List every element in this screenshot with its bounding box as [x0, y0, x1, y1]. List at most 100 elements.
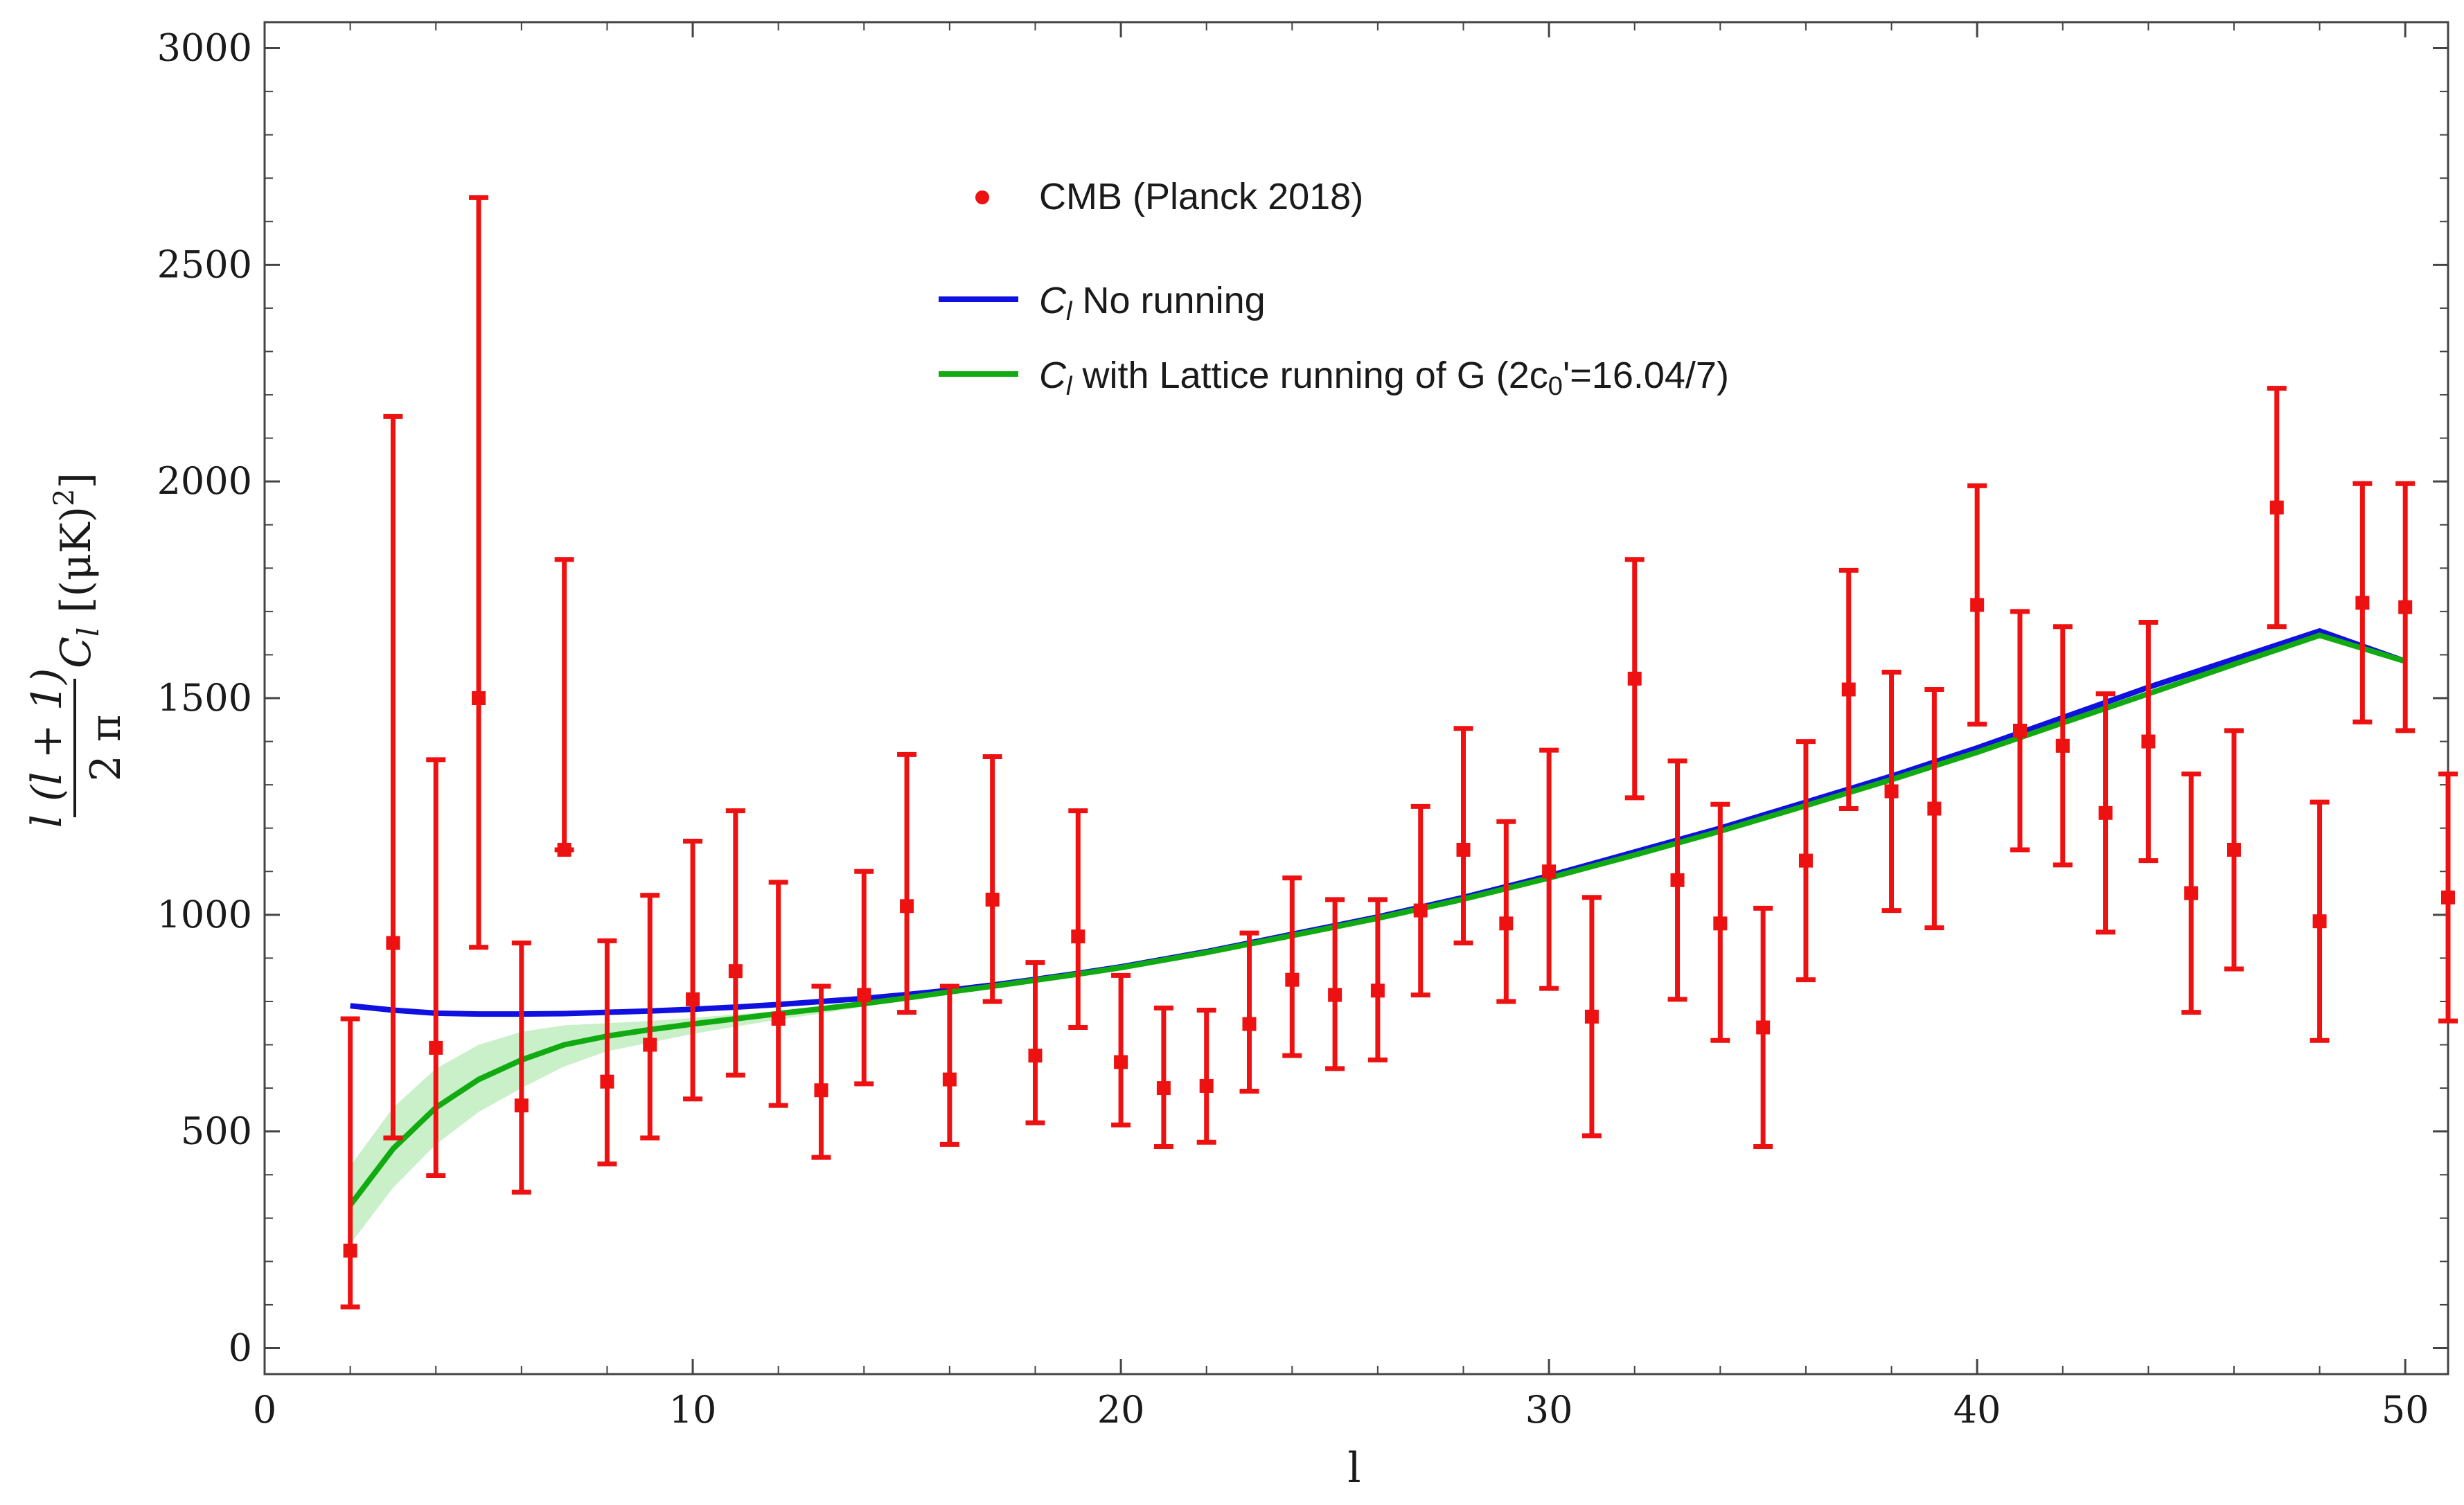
data-point-marker [1242, 1017, 1257, 1031]
data-point-marker [2355, 596, 2370, 610]
legend-label-lattice: Cl with Lattice running of G (2c0'=16.04… [1039, 355, 1729, 401]
error-bars-layer [340, 195, 2458, 1310]
error-bar-point [1025, 960, 1045, 1125]
error-bar-point [1196, 1007, 1216, 1145]
data-point-marker [2269, 500, 2284, 515]
error-bar-point [811, 983, 831, 1160]
data-point-marker [2441, 890, 2455, 905]
error-bar-point [1924, 686, 1944, 931]
error-bar-point [2095, 691, 2116, 935]
data-point-marker [2098, 805, 2113, 820]
data-point-marker [1970, 598, 1985, 612]
data-point-marker [2055, 738, 2070, 753]
data-point-marker [985, 892, 1000, 907]
error-bar-point [2053, 624, 2073, 868]
error-bar-point [1453, 726, 1473, 945]
y-tick-label: 3000 [157, 26, 252, 70]
legend-label-cmb: CMB (Planck 2018) [1039, 176, 1363, 217]
data-point-marker [1884, 784, 1899, 799]
error-bar-point [2395, 481, 2416, 733]
error-bar-point [1282, 875, 1302, 1058]
error-bar-point [2181, 771, 2201, 1015]
data-point-marker [1413, 903, 1428, 918]
error-bar-point [1796, 739, 1816, 983]
data-point-marker [1071, 929, 1085, 944]
error-bar-point [982, 754, 1002, 1004]
data-point-marker [600, 1074, 614, 1089]
error-bar-point [1239, 930, 1259, 1094]
error-bar-point [1410, 803, 1430, 998]
x-axis-title: l [1347, 1444, 1360, 1493]
data-point-marker [1499, 916, 1514, 931]
error-bar-point [554, 557, 574, 857]
data-point-marker [1584, 1009, 1599, 1024]
error-bar-point [340, 1016, 360, 1310]
error-bar-point [2352, 481, 2373, 724]
y-tick-label: 0 [229, 1326, 252, 1369]
y-tick-label: 1500 [157, 676, 252, 720]
error-bar-point [768, 880, 788, 1108]
data-point-marker [1199, 1078, 1214, 1093]
error-bar-point [2224, 728, 2244, 972]
data-point-marker [814, 1083, 828, 1098]
data-point-marker [1841, 682, 1856, 697]
data-point-marker [1670, 873, 1685, 887]
error-bar-point [725, 808, 745, 1078]
error-bar-point [1881, 669, 1902, 914]
x-tick-label: 30 [1525, 1388, 1573, 1432]
legend-label-no-running: Cl No running [1039, 280, 1266, 326]
x-tick-label: 10 [669, 1388, 717, 1432]
y-axis-denominator: 2 π [82, 715, 130, 782]
data-point-marker [1114, 1055, 1128, 1069]
x-tick-label: 50 [2382, 1388, 2429, 1432]
data-point-marker [2184, 886, 2199, 900]
data-point-marker [1370, 983, 1385, 998]
y-axis-units: [(μK)2] [48, 472, 100, 613]
data-point-marker [1542, 864, 1557, 879]
legend-marker-cmb [975, 190, 989, 204]
error-bar-point [683, 838, 703, 1102]
error-bar-point [2438, 771, 2458, 1024]
data-point-marker [343, 1243, 357, 1258]
x-tick-label: 40 [1953, 1388, 2001, 1432]
y-tick-label: 2000 [157, 459, 252, 503]
error-bar-point [1581, 895, 1602, 1139]
error-bar-point [1325, 897, 1345, 1071]
error-bar-point [1111, 972, 1131, 1128]
data-point-marker [2012, 723, 2027, 738]
data-point-marker [557, 842, 571, 857]
error-bar-point [854, 869, 874, 1087]
data-point-marker [1627, 671, 1642, 686]
data-point-marker [1756, 1020, 1771, 1035]
error-bar-point [2010, 609, 2030, 853]
data-point-marker [857, 988, 871, 1002]
uncertainty-band-layer [350, 1001, 865, 1245]
data-point-marker [643, 1038, 657, 1052]
data-point-marker [728, 964, 743, 979]
error-bar-point [597, 938, 617, 1167]
error-bar-point [1153, 1005, 1173, 1150]
error-bar-point [1838, 567, 1859, 812]
error-bar-point [1496, 819, 1516, 1004]
error-bar-point [2138, 620, 2159, 864]
error-bar-point [2267, 386, 2287, 630]
error-bar-point [1367, 897, 1388, 1062]
data-point-marker [1798, 853, 1813, 868]
data-point-marker [2312, 914, 2327, 929]
data-point-marker [1285, 972, 1300, 987]
data-point-marker [472, 691, 486, 705]
error-bar-point [939, 983, 959, 1147]
error-bar-point [2310, 799, 2330, 1043]
lattice-uncertainty-band [350, 1001, 865, 1245]
error-bar-point [1753, 905, 1773, 1150]
y-axis-numerator: l (l + 1) [23, 668, 71, 828]
data-point-marker [2398, 600, 2413, 614]
error-bar-point [426, 757, 446, 1178]
data-point-marker [1927, 801, 1942, 816]
data-point-marker [771, 1011, 786, 1026]
error-bar-point [1624, 557, 1645, 801]
x-tick-label: 0 [253, 1388, 276, 1432]
data-point-marker [900, 899, 914, 914]
